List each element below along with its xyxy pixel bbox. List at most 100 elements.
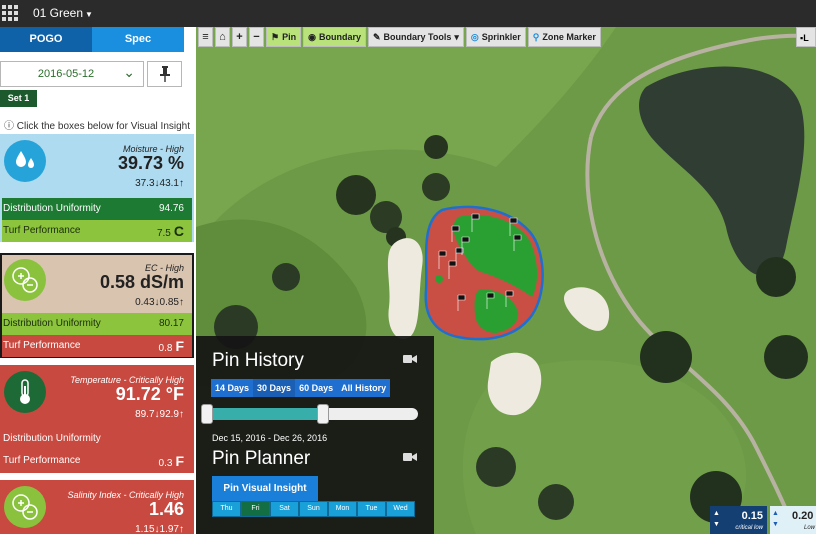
temperature-turf-row: Turf Performance 0.3 F: [2, 450, 192, 472]
moisture-card[interactable]: Moisture - High 39.73 % 37.3↓43.1↑ Distr…: [0, 134, 194, 242]
turf-value: 0.8: [158, 343, 173, 354]
boundary-button[interactable]: ◉ Boundary: [303, 27, 366, 47]
pin-label: Pin: [282, 32, 297, 42]
turf-grade: F: [175, 453, 184, 469]
menu-button[interactable]: ≡: [198, 27, 213, 47]
sprinkler-button[interactable]: ◎ Sprinkler: [465, 27, 526, 47]
ec-turf-row: Turf Performance 0.8 F: [2, 335, 192, 357]
tab-spec[interactable]: Spec: [92, 27, 184, 52]
wrench-icon: ✎: [372, 31, 381, 42]
moisture-value: 39.73 %: [117, 153, 184, 173]
day-fri[interactable]: Fri: [241, 501, 270, 517]
up-down-stepper-icon[interactable]: ▲ ▼: [772, 510, 779, 528]
salinity-range: 1.15↓1.97↑: [135, 524, 184, 534]
globe-icon: ◉: [308, 31, 316, 42]
moisture-turf-row: Turf Performance 7.5 C: [2, 220, 192, 242]
day-selector: Thu Fri Sat Sun Mon Tue Wed: [212, 501, 415, 517]
ec-plus-minus-icon: [4, 259, 46, 301]
insight-hint-text: Click the boxes below for Visual Insight: [16, 121, 191, 132]
zoom-out-button[interactable]: −: [249, 27, 264, 47]
pin-visual-insight-button[interactable]: Pin Visual Insight: [212, 476, 318, 501]
turf-value: 7.5: [156, 228, 171, 239]
critical-low-threshold: ▲ ▼ 0.15 critical low: [710, 506, 767, 534]
video-camera-icon[interactable]: [403, 452, 417, 462]
set-badge[interactable]: Set 1: [0, 90, 37, 107]
boundary-tools-dropdown[interactable]: ✎ Boundary Tools ▾: [367, 27, 464, 47]
salinity-plus-minus-icon: [4, 486, 46, 528]
history-slider-start-handle[interactable]: [201, 404, 213, 424]
ec-card[interactable]: EC - High 0.58 dS/m 0.43↓0.85↑ Distribut…: [0, 253, 194, 358]
low-threshold: ▲ ▼ 0.20 Low: [770, 506, 816, 534]
critical-low-label: critical low: [735, 525, 763, 531]
minus-icon: −: [253, 31, 260, 43]
history-range-tabs: 14 Days 30 Days 60 Days All History: [211, 379, 391, 397]
temperature-value: 91.72 °F: [115, 384, 184, 404]
temperature-du-row: Distribution Uniformity: [2, 428, 192, 450]
salinity-value: 1.46: [148, 499, 184, 519]
home-icon: ⌂: [219, 31, 226, 43]
date-select-value: 2016-05-12: [37, 68, 95, 80]
day-mon[interactable]: Mon: [328, 501, 357, 517]
pin-history-title: Pin History: [212, 350, 304, 371]
day-thu[interactable]: Thu: [212, 501, 241, 517]
video-camera-icon[interactable]: [403, 354, 417, 364]
pushpin-icon: [159, 66, 170, 82]
ec-status: EC - High: [144, 263, 184, 273]
zone-marker-label: Zone Marker: [542, 32, 596, 42]
temperature-range: 89.7↓92.9↑: [135, 409, 184, 420]
low-value[interactable]: 0.20: [792, 510, 814, 522]
green-selector-label: 01 Green: [33, 6, 84, 20]
temperature-card[interactable]: Temperature - Critically High 91.72 °F 8…: [0, 365, 194, 473]
sprinkler-icon: ◎: [470, 31, 479, 42]
layers-button[interactable]: ▪L: [796, 27, 816, 47]
aerial-map[interactable]: [196, 27, 816, 534]
salinity-card[interactable]: Salinity Index - Critically High 1.46 1.…: [0, 480, 194, 534]
pin-planner-title: Pin Planner: [212, 448, 311, 469]
menu-icon: ≡: [202, 31, 209, 43]
temperature-status: Temperature - Critically High: [70, 375, 184, 385]
zone-marker-button[interactable]: ⚲ Zone Marker: [527, 27, 601, 47]
tab-14-days[interactable]: 14 Days: [215, 383, 250, 393]
history-date-range: Dec 15, 2016 - Dec 26, 2016: [212, 433, 328, 443]
turf-label: Turf Performance: [3, 225, 81, 236]
aerial-map-image: [196, 27, 816, 534]
moisture-du-row: Distribution Uniformity 94.76: [2, 198, 192, 220]
turf-grade: C: [173, 223, 184, 239]
turf-grade: F: [175, 338, 184, 354]
day-sun[interactable]: Sun: [299, 501, 328, 517]
plus-icon: +: [236, 31, 243, 43]
critical-low-value[interactable]: 0.15: [741, 510, 763, 522]
tab-30-days[interactable]: 30 Days: [253, 379, 296, 397]
zoom-in-button[interactable]: +: [232, 27, 247, 47]
map-marker-icon: ⚲: [532, 31, 540, 42]
pin-date-button[interactable]: [147, 61, 182, 87]
tab-all-history[interactable]: All History: [341, 383, 387, 393]
chevron-down-icon: ⌄: [123, 64, 135, 80]
tab-60-days[interactable]: 60 Days: [299, 383, 334, 393]
home-button[interactable]: ⌂: [215, 27, 230, 47]
mode-tabs: POGO Spec: [0, 27, 184, 52]
pin-button[interactable]: ⚑ Pin: [266, 27, 302, 47]
moisture-status: Moisture - High: [122, 144, 184, 154]
green-selector[interactable]: 01 Green ▼: [33, 6, 93, 20]
date-select[interactable]: 2016-05-12 ⌄: [0, 61, 144, 87]
pin-history-panel: Pin History 14 Days 30 Days 60 Days All …: [196, 336, 434, 534]
sprinkler-label: Sprinkler: [481, 32, 521, 42]
turf-label: Turf Performance: [3, 455, 81, 466]
du-value: 94.76: [158, 203, 184, 214]
info-icon: ⓘ: [3, 121, 14, 132]
pin-flag-icon: ⚑: [271, 31, 280, 42]
history-slider-end-handle[interactable]: [317, 404, 329, 424]
ec-value: 0.58 dS/m: [99, 272, 184, 292]
day-wed[interactable]: Wed: [386, 501, 415, 517]
app-grid-icon[interactable]: [2, 5, 18, 21]
moisture-range: 37.3↓43.1↑: [135, 178, 184, 189]
ec-du-row: Distribution Uniformity 80.17: [2, 313, 192, 335]
tab-pogo[interactable]: POGO: [0, 27, 92, 52]
left-panel: POGO Spec 2016-05-12 ⌄ Set 1 ⓘ Click the…: [0, 27, 196, 534]
boundary-tools-label: Boundary Tools: [383, 32, 452, 42]
day-tue[interactable]: Tue: [357, 501, 386, 517]
day-sat[interactable]: Sat: [270, 501, 299, 517]
water-drops-icon: [4, 140, 46, 182]
up-down-stepper-icon[interactable]: ▲ ▼: [713, 510, 720, 528]
